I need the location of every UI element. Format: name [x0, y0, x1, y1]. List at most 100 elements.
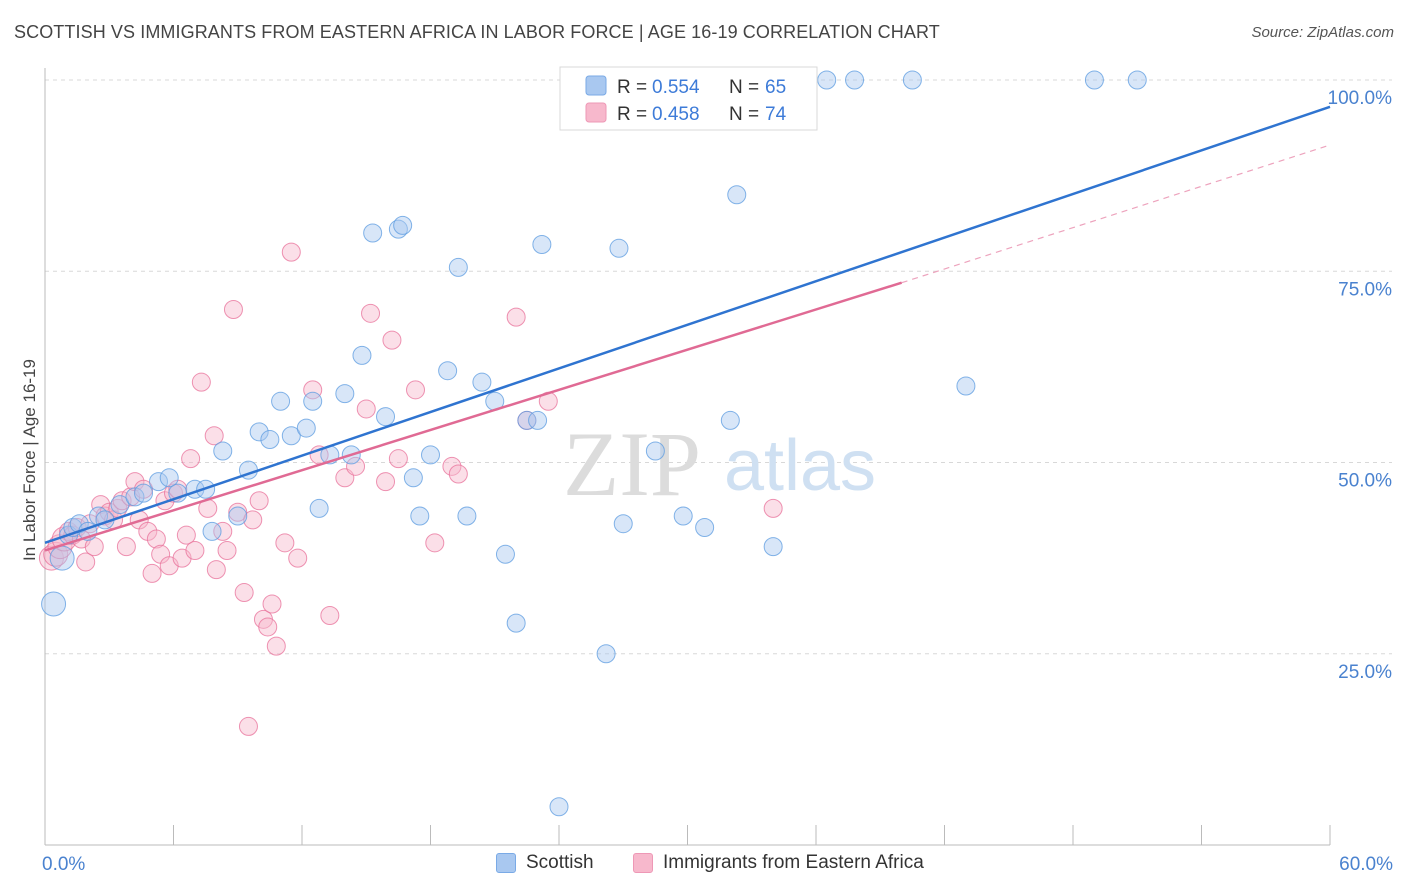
scottish-point-16 [202, 521, 222, 541]
scottish-point-64 [956, 376, 976, 396]
immigrants-point-59 [361, 303, 381, 323]
y-tick-label-2: 75.0% [1338, 279, 1392, 300]
scottish-point-60 [763, 537, 783, 557]
immigrants-point-39 [217, 540, 237, 560]
immigrants-point-63 [406, 380, 426, 400]
immigrants-point-36 [204, 426, 224, 446]
immigrants-point-8 [76, 552, 96, 572]
immigrants-point-61 [382, 330, 402, 350]
scottish-point-62 [845, 70, 865, 90]
watermark-zip: ZIP [563, 413, 701, 515]
scottish-point-40 [457, 506, 477, 526]
legend-n-label-0: N = [729, 77, 759, 98]
series-immigrants-eastern-africa [38, 70, 783, 736]
immigrants-point-71 [763, 498, 783, 518]
scottish-point-22 [271, 391, 291, 411]
scottish-point-51 [596, 644, 616, 664]
tick-labels: 25.0% 50.0% 75.0% 100.0% 0.0% 60.0% [42, 88, 1393, 875]
scottish-point-65 [1084, 70, 1104, 90]
legend-r-label-1: R = [617, 104, 647, 125]
scottish-point-66 [1127, 70, 1147, 90]
chart-title: SCOTTISH VS IMMIGRANTS FROM EASTERN AFRI… [14, 22, 940, 42]
immigrants-point-38 [213, 521, 233, 541]
watermark-atlas: atlas [724, 426, 876, 506]
legend-n-label-1: N = [729, 104, 759, 125]
y-tick-label-3: 100.0% [1328, 88, 1393, 109]
legend-r-label-0: R = [617, 77, 647, 98]
immigrants-point-64 [425, 533, 445, 553]
immigrants-point-42 [234, 583, 254, 603]
immigrants-point-31 [176, 525, 196, 545]
legend-label-immigrants: Immigrants from Eastern Africa [663, 852, 924, 873]
immigrants-point-51 [281, 242, 301, 262]
scottish-point-47 [532, 234, 552, 254]
scottish-point-46 [528, 410, 548, 430]
scottish-point-36 [410, 506, 430, 526]
immigrants-point-43 [238, 716, 258, 736]
scottish-point-61 [817, 70, 837, 90]
immigrants-point-23 [142, 563, 162, 583]
immigrants-point-37 [206, 560, 226, 580]
scottish-point-38 [438, 361, 458, 381]
scottish-point-53 [613, 514, 633, 534]
scottish-point-43 [495, 544, 515, 564]
scottish-point-44 [506, 613, 526, 633]
scottish-point-26 [309, 498, 329, 518]
watermark: ZIP atlas [563, 413, 876, 515]
legend-n-value-1: 74 [765, 104, 787, 125]
trend-lines [44, 105, 1331, 552]
legend-swatch-immigrants [585, 102, 607, 123]
scottish-point-0 [41, 591, 67, 617]
y-tick-label-1: 50.0% [1338, 471, 1392, 492]
legend-top: R = 0.554 N = 65 R = 0.458 N = 74 [559, 66, 818, 131]
scottish-point-10 [134, 483, 154, 503]
scottish-point-11 [149, 472, 169, 492]
scottish-point-52 [609, 238, 629, 258]
scottish-point-37 [421, 445, 440, 465]
scottish-point-34 [393, 215, 413, 235]
immigrants-point-55 [320, 606, 340, 625]
scottish-point-12 [159, 468, 179, 488]
trend-line-immigrants-extension [901, 144, 1331, 284]
scottish-point-8 [110, 495, 130, 515]
legend-item-scottish: Scottish [496, 852, 594, 874]
scottish-point-30 [352, 345, 372, 365]
y-tick-label-0: 25.0% [1338, 662, 1392, 683]
immigrants-point-66 [448, 464, 468, 484]
scottish-point-1 [49, 545, 75, 571]
immigrants-point-47 [258, 617, 278, 637]
legend-swatch-scottish [585, 75, 607, 96]
immigrants-point-32 [181, 449, 201, 469]
scottish-point-28 [335, 384, 355, 404]
immigrants-point-17 [116, 537, 136, 557]
immigrants-point-52 [288, 548, 308, 568]
scottish-point-24 [296, 418, 316, 438]
legend-swatch-scottish-bottom [496, 853, 516, 873]
grid [45, 79, 1392, 655]
legend-r-value-1: 0.458 [652, 104, 700, 125]
immigrants-point-44 [243, 510, 263, 530]
trend-line-immigrants [44, 281, 903, 552]
immigrants-point-48 [262, 594, 282, 614]
immigrants-point-58 [356, 399, 376, 419]
scottish-point-21 [260, 430, 280, 450]
scottish-point-63 [902, 70, 922, 90]
immigrants-point-65 [442, 456, 462, 476]
scottish-point-39 [448, 257, 468, 277]
immigrants-point-33 [185, 540, 205, 560]
x-tick-label-0: 0.0% [42, 854, 85, 875]
legend-n-value-0: 65 [765, 77, 786, 98]
source-label: Source: ZipAtlas.com [1251, 24, 1394, 41]
legend-item-immigrants: Immigrants from Eastern Africa [633, 852, 924, 874]
scottish-point-25 [303, 391, 323, 411]
immigrants-point-57 [346, 456, 366, 476]
immigrants-point-60 [376, 472, 396, 492]
legend-label-scottish: Scottish [526, 852, 594, 873]
scottish-point-31 [363, 223, 383, 243]
scottish-point-32 [376, 407, 396, 427]
scottish-point-35 [403, 468, 423, 488]
scottish-point-18 [228, 506, 248, 526]
x-tick-label-1: 60.0% [1339, 854, 1393, 875]
scottish-point-48 [549, 797, 569, 817]
